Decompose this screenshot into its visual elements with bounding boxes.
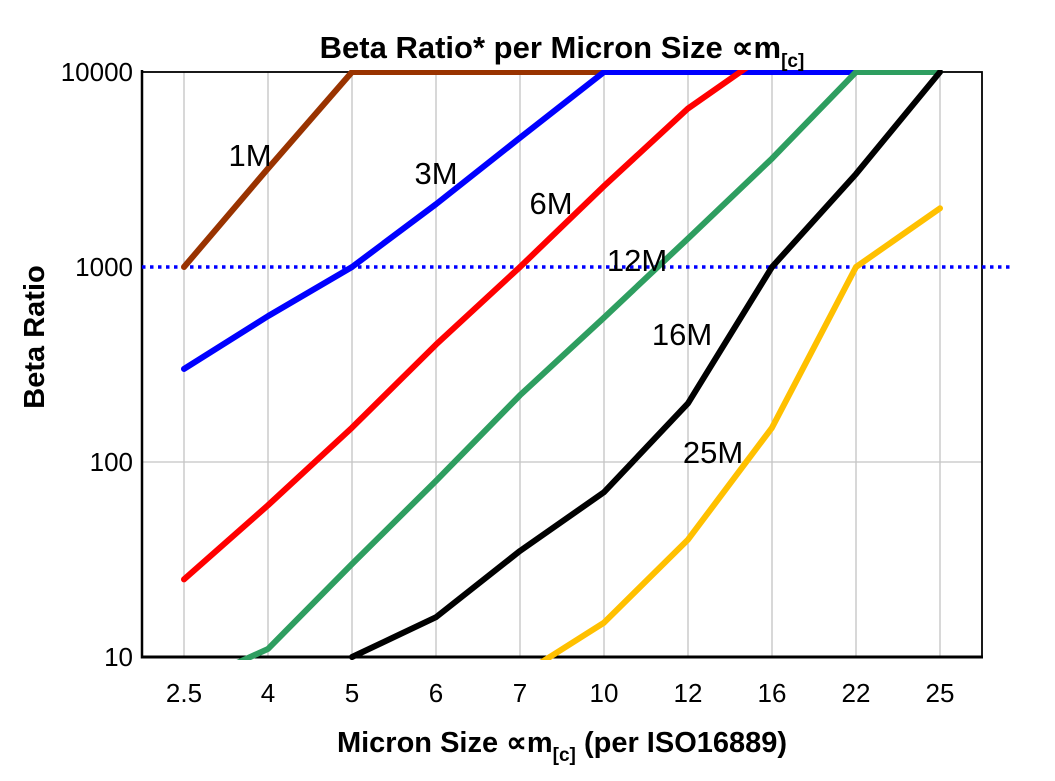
x-tick-16: 16 [758,678,787,708]
chart-title-main: Beta Ratio* per Micron Size ∝m [320,30,781,65]
x-tick-22: 22 [842,678,871,708]
x-axis-title-tail: (per ISO16889) [576,727,787,759]
series-line-25M [539,205,943,660]
chart-title-subscript: [c] [781,51,804,72]
x-axis-title-main: Micron Size ∝m [337,727,553,759]
x-tick-5: 5 [345,678,359,708]
x-tick-25: 25 [926,678,955,708]
y-axis-title: Beta Ratio [19,265,51,408]
x-tick-4: 4 [261,678,275,708]
series-line-1M [181,70,607,270]
x-axis-title: Micron Size ∝m[c] (per ISO16889) [337,727,787,766]
series-label-25M: 25M [683,435,743,470]
series-line-6M [181,70,749,583]
series-label-12M: 12M [607,243,667,278]
series-line-12M [236,70,943,660]
tick-labels: 2.5 4 5 6 7 10 12 16 22 25 10 100 1000 10000 [61,57,955,708]
series-labels: 1M 3M 6M 12M 16M 25M [228,138,743,470]
series-label-1M: 1M [228,138,271,173]
x-axis-title-subscript: [c] [553,745,576,766]
y-tick-100: 100 [90,447,133,477]
x-tick-2.5: 2.5 [166,678,202,708]
series-label-6M: 6M [529,186,572,221]
series-lines [181,70,943,660]
series-line-16M [349,70,943,660]
y-tick-10: 10 [104,642,133,672]
x-tick-7: 7 [513,678,527,708]
chart-title: Beta Ratio* per Micron Size ∝m[c] [320,30,805,72]
y-tick-10000: 10000 [61,57,133,87]
series-label-3M: 3M [414,156,457,191]
series-label-16M: 16M [652,317,712,352]
x-tick-12: 12 [674,678,703,708]
y-tick-1000: 1000 [75,252,133,282]
x-tick-6: 6 [429,678,443,708]
x-tick-10: 10 [590,678,619,708]
